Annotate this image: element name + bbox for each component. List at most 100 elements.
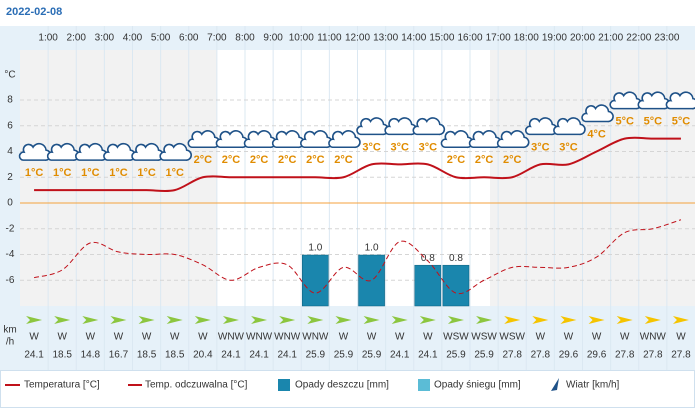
wind-direction: W bbox=[142, 332, 152, 343]
weather-icon bbox=[328, 130, 361, 149]
wind-arrow bbox=[447, 316, 464, 324]
hour-label: 2:00 bbox=[67, 33, 87, 44]
wind-arrow bbox=[138, 316, 155, 324]
temp-label: 2°C bbox=[222, 154, 241, 166]
wind-arrow bbox=[363, 316, 380, 324]
wind-speed: 24.1 bbox=[249, 350, 269, 361]
wind-direction: W bbox=[29, 332, 39, 343]
legend-label: Opady deszczu [mm] bbox=[295, 380, 389, 391]
legend-label: Temperatura [°C] bbox=[24, 380, 100, 391]
wind-direction: W bbox=[395, 332, 405, 343]
legend-swatch bbox=[278, 379, 290, 391]
weather-icon bbox=[665, 91, 695, 110]
wind-arrow bbox=[307, 316, 324, 324]
wind-direction: WNW bbox=[218, 332, 245, 343]
temp-label: 4°C bbox=[587, 128, 606, 140]
temp-label: 3°C bbox=[531, 141, 550, 153]
wind-direction: W bbox=[339, 332, 349, 343]
wind-direction: W bbox=[620, 332, 630, 343]
temp-label: 2°C bbox=[250, 154, 269, 166]
wind-direction: WNW bbox=[302, 332, 329, 343]
hour-label: 17:00 bbox=[486, 33, 511, 44]
y-tick-label: -4 bbox=[6, 249, 15, 260]
night bbox=[20, 50, 217, 306]
wind-arrow bbox=[335, 316, 352, 324]
wind-speed: 14.8 bbox=[81, 350, 101, 361]
wind-speed: 25.9 bbox=[334, 350, 354, 361]
wind-direction: W bbox=[536, 332, 546, 343]
wind-speed: 20.4 bbox=[193, 350, 213, 361]
hour-row bbox=[0, 26, 695, 50]
hour-label: 10:00 bbox=[289, 33, 314, 44]
legend-swatch bbox=[418, 379, 430, 391]
hour-label: 15:00 bbox=[429, 33, 454, 44]
wind-direction: WNW bbox=[640, 332, 667, 343]
wind-arrow bbox=[644, 316, 661, 324]
rain-label: 0.8 bbox=[421, 253, 435, 264]
hour-label: 7:00 bbox=[207, 33, 227, 44]
wind-direction: WSW bbox=[471, 332, 497, 343]
temp-label: 1°C bbox=[165, 167, 184, 179]
hour-label: 13:00 bbox=[373, 33, 398, 44]
wind-unit: /h bbox=[6, 337, 14, 348]
wind-direction: W bbox=[86, 332, 96, 343]
wind-arrow bbox=[110, 316, 127, 324]
wind-speed: 18.5 bbox=[52, 350, 72, 361]
wind-arrow bbox=[419, 316, 436, 324]
temp-label: 2°C bbox=[278, 154, 297, 166]
temp-label: 5°C bbox=[672, 116, 691, 128]
temp-label: 3°C bbox=[362, 141, 381, 153]
hour-label: 16:00 bbox=[457, 33, 482, 44]
y-tick-label: 2 bbox=[7, 172, 13, 183]
wind-arrow bbox=[279, 316, 296, 324]
temp-label: 1°C bbox=[81, 167, 100, 179]
weather-icon bbox=[581, 104, 614, 123]
hour-label: 5:00 bbox=[151, 33, 171, 44]
series-line bbox=[34, 136, 681, 193]
temp-label: 3°C bbox=[390, 141, 409, 153]
hour-label: 14:00 bbox=[401, 33, 426, 44]
wind-direction: W bbox=[676, 332, 686, 343]
rain-label: 1.0 bbox=[308, 243, 322, 254]
wind-arrow bbox=[82, 316, 99, 324]
hour-label: 20:00 bbox=[570, 33, 595, 44]
wind-direction: WSW bbox=[443, 332, 469, 343]
axis-column bbox=[0, 50, 20, 370]
wind-speed: 29.6 bbox=[587, 350, 607, 361]
y-axis-label: °C bbox=[4, 70, 15, 81]
temp-label: 1°C bbox=[109, 167, 128, 179]
wind-speed: 27.8 bbox=[615, 350, 635, 361]
rain-label: 0.8 bbox=[449, 253, 463, 264]
rain-bar bbox=[302, 254, 329, 307]
wind-speed: 27.8 bbox=[643, 350, 663, 361]
date: 2022-02-08 bbox=[6, 6, 62, 18]
wind-speed: 24.1 bbox=[418, 350, 438, 361]
wind-arrow bbox=[588, 316, 605, 324]
wind-arrow bbox=[616, 316, 633, 324]
wind-speed: 24.1 bbox=[24, 350, 44, 361]
temp-label: 2°C bbox=[447, 154, 466, 166]
wind-speed: 18.5 bbox=[165, 350, 185, 361]
wind-direction: WSW bbox=[499, 332, 525, 343]
hour-label: 12:00 bbox=[345, 33, 370, 44]
temp-label: 5°C bbox=[615, 116, 634, 128]
wind-arrow bbox=[560, 316, 577, 324]
hour-label: 19:00 bbox=[542, 33, 567, 44]
temp-label: 2°C bbox=[503, 154, 522, 166]
rain-bar bbox=[414, 264, 442, 307]
wind-speed: 25.9 bbox=[474, 350, 494, 361]
legend-label: Temp. odczuwalna [°C] bbox=[145, 380, 248, 391]
hour-label: 9:00 bbox=[263, 33, 283, 44]
y-tick-label: -6 bbox=[6, 275, 15, 286]
temp-label: 1°C bbox=[137, 167, 156, 179]
legend-label: Opady śniegu [mm] bbox=[434, 380, 521, 391]
wind-speed: 18.5 bbox=[137, 350, 157, 361]
wind-direction: W bbox=[592, 332, 602, 343]
temp-label: 2°C bbox=[334, 154, 353, 166]
temp-label: 2°C bbox=[475, 154, 494, 166]
night bbox=[490, 50, 695, 306]
wind-arrow bbox=[194, 316, 211, 324]
wind-direction: W bbox=[170, 332, 180, 343]
hour-label: 23:00 bbox=[654, 33, 679, 44]
